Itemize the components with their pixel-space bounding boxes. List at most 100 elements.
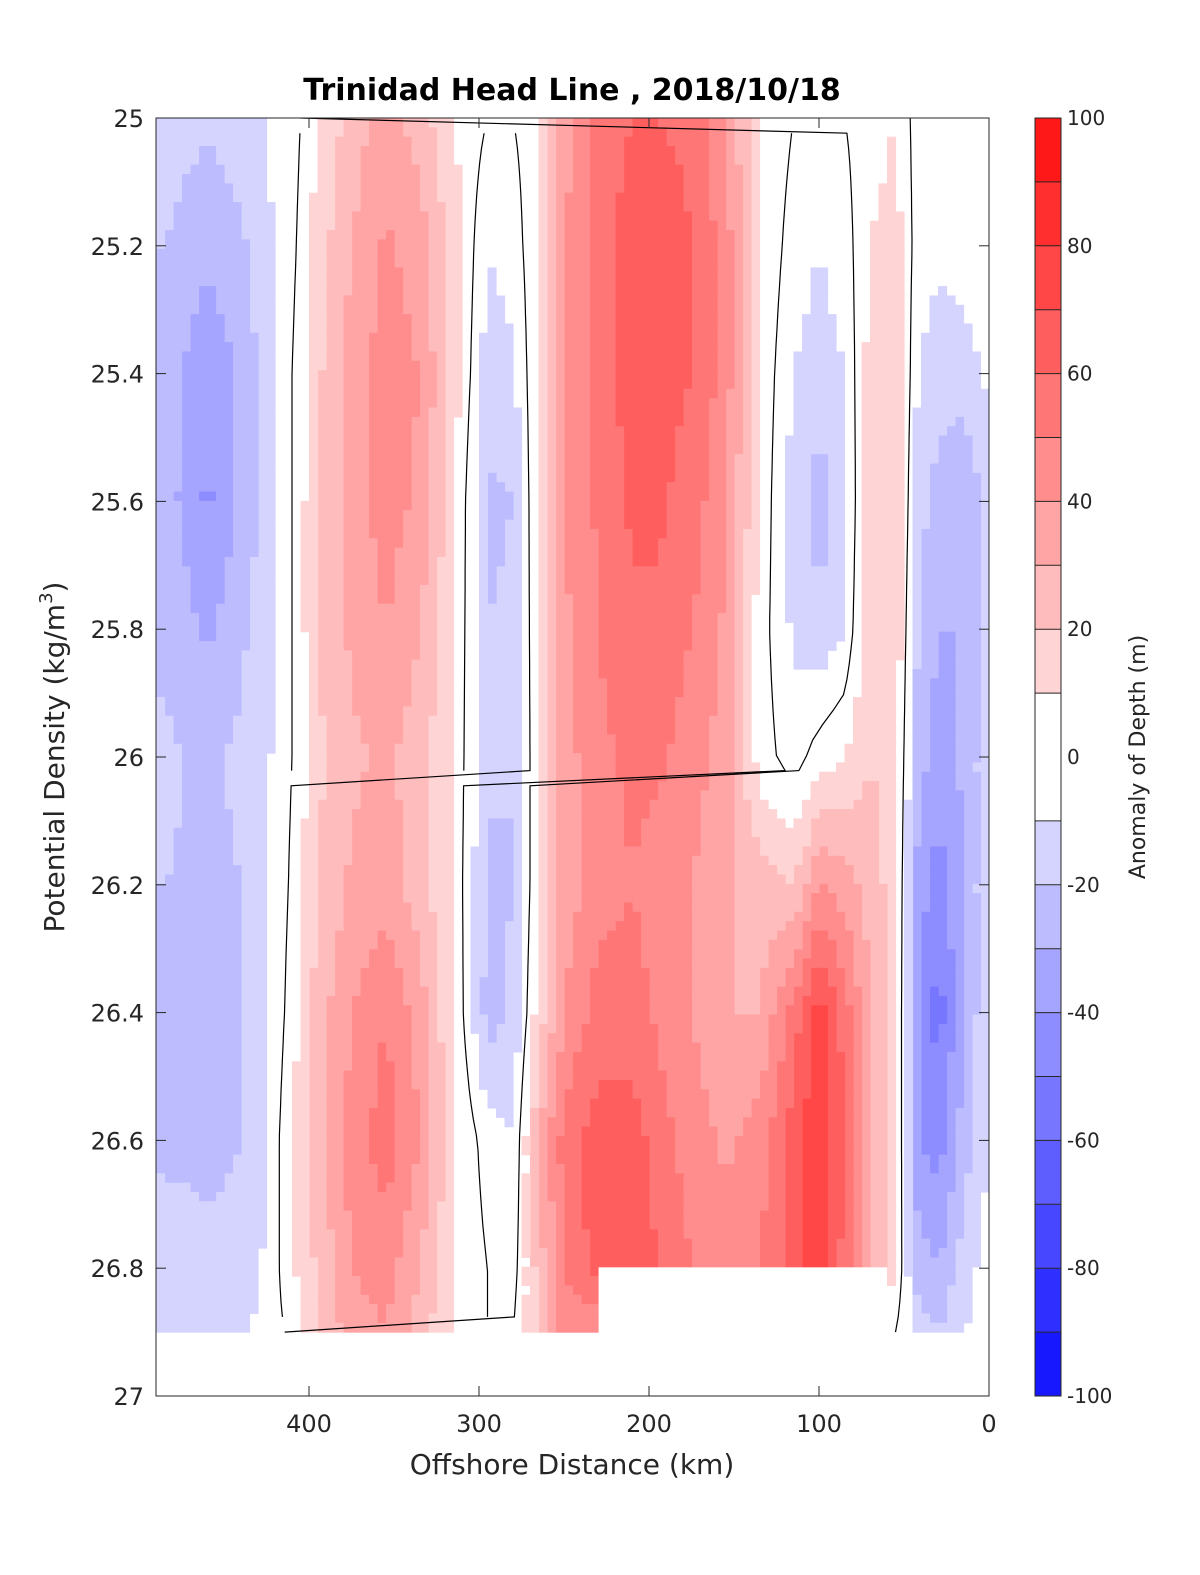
field-cell xyxy=(844,1248,854,1258)
field-cell xyxy=(810,855,820,866)
field-cell xyxy=(691,1145,701,1156)
field-cell xyxy=(810,1098,820,1109)
field-cell xyxy=(963,342,973,353)
field-cell xyxy=(657,304,667,315)
field-cell xyxy=(929,379,939,390)
field-cell xyxy=(793,1238,803,1249)
field-cell xyxy=(674,1023,684,1034)
field-cell xyxy=(963,883,973,894)
field-cell xyxy=(938,1304,948,1315)
field-cell xyxy=(946,771,956,782)
field-cell xyxy=(938,1107,948,1118)
field-cell xyxy=(844,1192,854,1202)
field-cell xyxy=(649,1145,659,1156)
field-cell xyxy=(861,986,871,997)
field-cell xyxy=(674,771,684,782)
field-cell xyxy=(606,855,616,866)
field-cell xyxy=(946,482,956,493)
field-cell xyxy=(853,1257,863,1268)
field-cell xyxy=(632,230,642,241)
field-cell xyxy=(674,1257,684,1268)
field-cell xyxy=(615,286,625,297)
field-cell xyxy=(581,930,591,941)
field-cell xyxy=(980,594,989,605)
field-cell xyxy=(878,958,888,969)
field-cell xyxy=(581,1285,591,1296)
field-cell xyxy=(632,1126,642,1137)
field-cell xyxy=(751,136,761,147)
field-cell xyxy=(844,949,854,960)
field-cell xyxy=(844,930,854,941)
field-cell xyxy=(742,1201,752,1212)
field-cell xyxy=(598,584,608,595)
field-cell xyxy=(929,1135,939,1146)
field-cell xyxy=(632,1070,642,1081)
field-cell xyxy=(751,1238,761,1249)
field-cell xyxy=(598,995,608,1006)
field-cell xyxy=(691,276,701,287)
field-cell xyxy=(938,1294,948,1305)
field-cell xyxy=(623,911,633,922)
field-cell xyxy=(921,799,931,810)
field-cell xyxy=(725,538,735,549)
field-cell xyxy=(946,519,956,530)
field-cell xyxy=(878,454,888,465)
field-cell xyxy=(844,1154,854,1165)
field-cell xyxy=(725,136,735,147)
field-cell xyxy=(657,641,667,651)
field-cell xyxy=(776,995,786,1006)
field-cell xyxy=(725,799,735,810)
field-cell xyxy=(700,678,710,689)
field-cell xyxy=(717,398,727,409)
field-cell xyxy=(972,1107,982,1118)
field-cell xyxy=(649,855,659,866)
field-cell xyxy=(878,865,888,876)
field-cell xyxy=(623,641,633,651)
field-cell xyxy=(955,510,965,521)
field-cell xyxy=(632,491,642,502)
field-cell xyxy=(810,463,820,474)
field-cell xyxy=(640,575,650,586)
field-cell xyxy=(640,379,650,390)
field-cell xyxy=(589,379,599,390)
field-cell xyxy=(598,230,608,241)
field-cell xyxy=(623,295,633,306)
field-cell xyxy=(751,379,761,390)
field-cell xyxy=(666,164,676,175)
field-cell xyxy=(691,426,701,437)
field-cell xyxy=(751,874,761,885)
field-cell xyxy=(589,855,599,866)
field-cell xyxy=(972,790,982,801)
field-cell xyxy=(742,1257,752,1268)
field-cell xyxy=(623,706,633,717)
field-cell xyxy=(700,1229,710,1240)
field-cell xyxy=(632,986,642,997)
field-cell xyxy=(887,566,897,577)
field-cell xyxy=(598,883,608,894)
field-cell xyxy=(700,1238,710,1249)
field-cell xyxy=(734,687,744,698)
field-cell xyxy=(870,528,880,539)
field-cell xyxy=(623,538,633,549)
field-cell xyxy=(853,734,863,745)
field-cell xyxy=(878,332,888,343)
field-cell xyxy=(810,276,820,287)
field-cell xyxy=(589,556,599,567)
field-cell xyxy=(861,1107,871,1118)
field-cell xyxy=(895,482,905,493)
field-cell xyxy=(904,1173,914,1184)
field-cell xyxy=(819,1192,829,1202)
field-cell xyxy=(768,1229,778,1240)
field-cell xyxy=(623,697,633,707)
field-cell xyxy=(598,594,608,605)
field-cell xyxy=(810,500,820,511)
field-cell xyxy=(861,958,871,969)
field-cell xyxy=(581,612,591,623)
field-cell xyxy=(623,323,633,334)
field-cell xyxy=(717,594,727,605)
field-cell xyxy=(649,472,659,483)
field-cell xyxy=(853,995,863,1006)
field-cell xyxy=(691,1098,701,1109)
field-cell xyxy=(725,1070,735,1081)
field-cell xyxy=(861,715,871,726)
